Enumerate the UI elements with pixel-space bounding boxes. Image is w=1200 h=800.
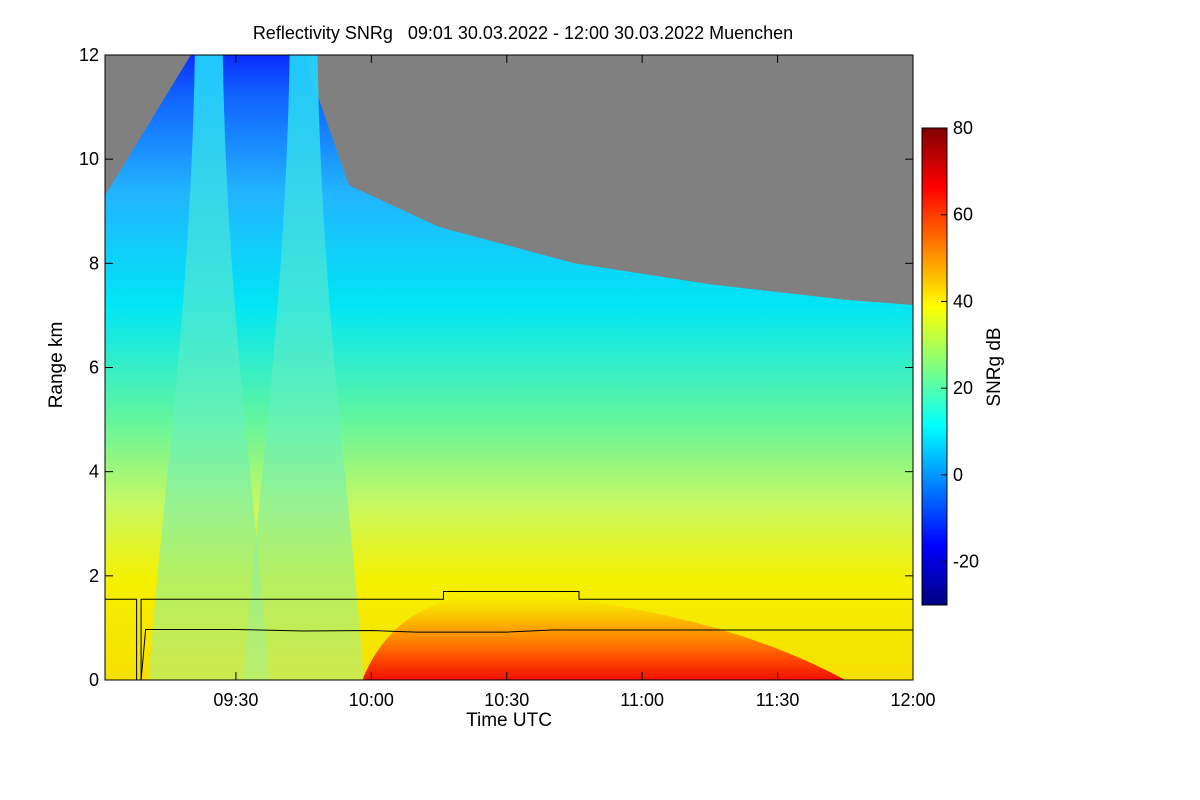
y-tick-label: 8 [89, 253, 99, 273]
plume-left [148, 55, 269, 680]
colorbar-tick-label: 60 [953, 205, 973, 225]
colorbar [921, 127, 948, 606]
y-tick-label: 0 [89, 670, 99, 690]
x-tick-label: 10:00 [349, 690, 394, 710]
colorbar-tick-label: 20 [953, 378, 973, 398]
y-tick-label: 10 [79, 149, 99, 169]
x-tick-label: 10:30 [484, 690, 529, 710]
high-snr-boundary-layer [362, 593, 846, 680]
colorbar-tick-label: 80 [953, 118, 973, 138]
overlay-line-1 [105, 591, 913, 681]
x-tick-label: 12:00 [890, 690, 935, 710]
colorbar-ticks: -20 0 20 40 60 80 [941, 118, 979, 572]
x-tick-label: 11:30 [756, 690, 800, 710]
x-tick-label: 09:30 [213, 690, 258, 710]
y-tick-label: 6 [89, 358, 99, 378]
y-axis-ticks: 0 2 4 6 8 10 12 [79, 45, 913, 690]
y-axis-label: Range km [46, 322, 67, 409]
colorbar-tick-label: 0 [953, 465, 963, 485]
y-tick-label: 2 [89, 566, 99, 586]
colorbar-tick-label: -20 [953, 552, 979, 572]
y-tick-label: 4 [89, 462, 99, 482]
overlay-lines [105, 591, 913, 681]
colorbar-tick-label: 40 [953, 291, 973, 311]
x-tick-label: 11:00 [620, 690, 664, 710]
heatmap-area [105, 55, 913, 680]
chart-title: Reflectivity SNRg 09:01 30.03.2022 - 12:… [253, 23, 793, 43]
x-axis-label: Time UTC [466, 710, 552, 731]
y-tick-label: 12 [79, 45, 99, 65]
x-axis-ticks: 09:30 10:00 10:30 11:00 11:30 12:00 [213, 55, 936, 710]
plume-right [243, 55, 364, 680]
colorbar-label: SNRg dB [984, 327, 1005, 406]
overlay-line-2 [140, 629, 913, 681]
